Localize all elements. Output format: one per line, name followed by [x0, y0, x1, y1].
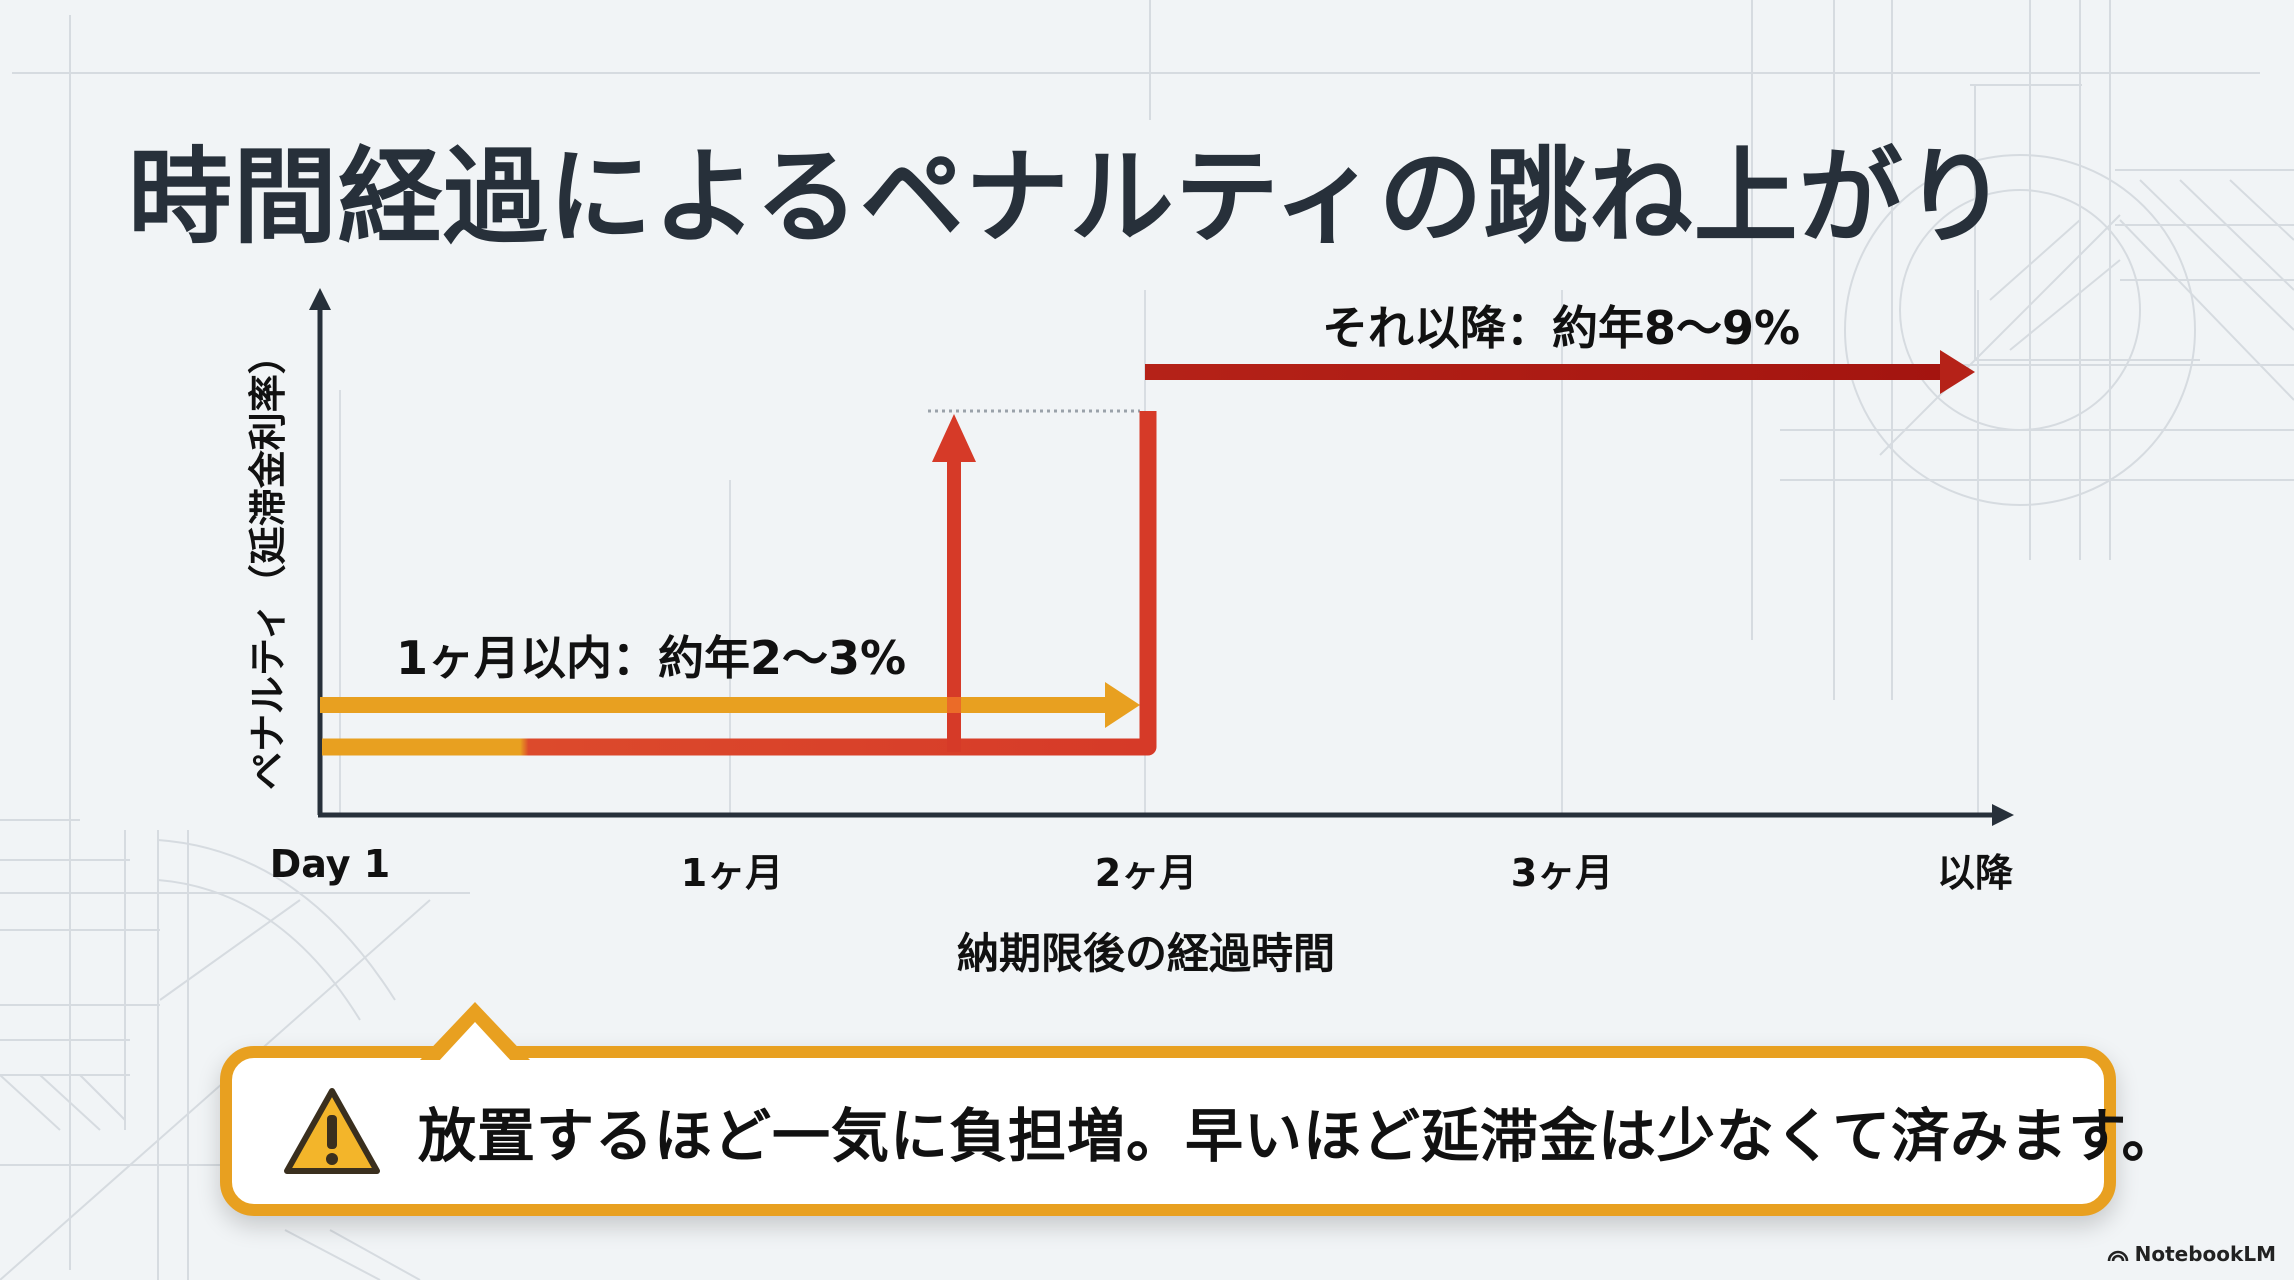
x-axis-label: 納期限後の経過時間: [956, 929, 1336, 978]
x-tick-1month: 1ヶ月: [680, 851, 784, 895]
x-tick-2month: 2ヶ月: [1094, 851, 1198, 895]
warning-callout: 放置するほど一気に負担増。早いほど延滞金は少なくて済みます。: [220, 1046, 2179, 1216]
x-tick-3month: 3ヶ月: [1510, 851, 1614, 895]
chart-axes: [309, 288, 2014, 826]
x-tick-day1: Day 1: [269, 842, 391, 886]
warning-triangle-icon: [284, 1088, 380, 1174]
callout-text: 放置するほど一気に負担増。早いほど延滞金は少なくて済みます。: [418, 1102, 2181, 1170]
late-rate-annotation: それ以降：約年8〜9%: [1322, 301, 1801, 355]
early-period-arrow: [320, 682, 1140, 728]
late-period-arrow: [1145, 350, 1975, 394]
jump-arrow: [932, 414, 976, 752]
x-tick-after: 以降: [1936, 851, 2014, 895]
notebooklm-logo-icon: [2107, 1250, 2128, 1262]
y-axis-label: ペナルティ（延滞金利率）: [246, 336, 290, 790]
page-title: 時間経過によるペナルティの跳ね上がり: [128, 136, 2009, 258]
early-rate-annotation: 1ヶ月以内：約年2〜3%: [396, 631, 907, 685]
callout-pointer: [420, 1002, 530, 1062]
brand-watermark: NotebookLM: [2107, 1242, 2276, 1266]
brand-name: NotebookLM: [2134, 1242, 2276, 1266]
